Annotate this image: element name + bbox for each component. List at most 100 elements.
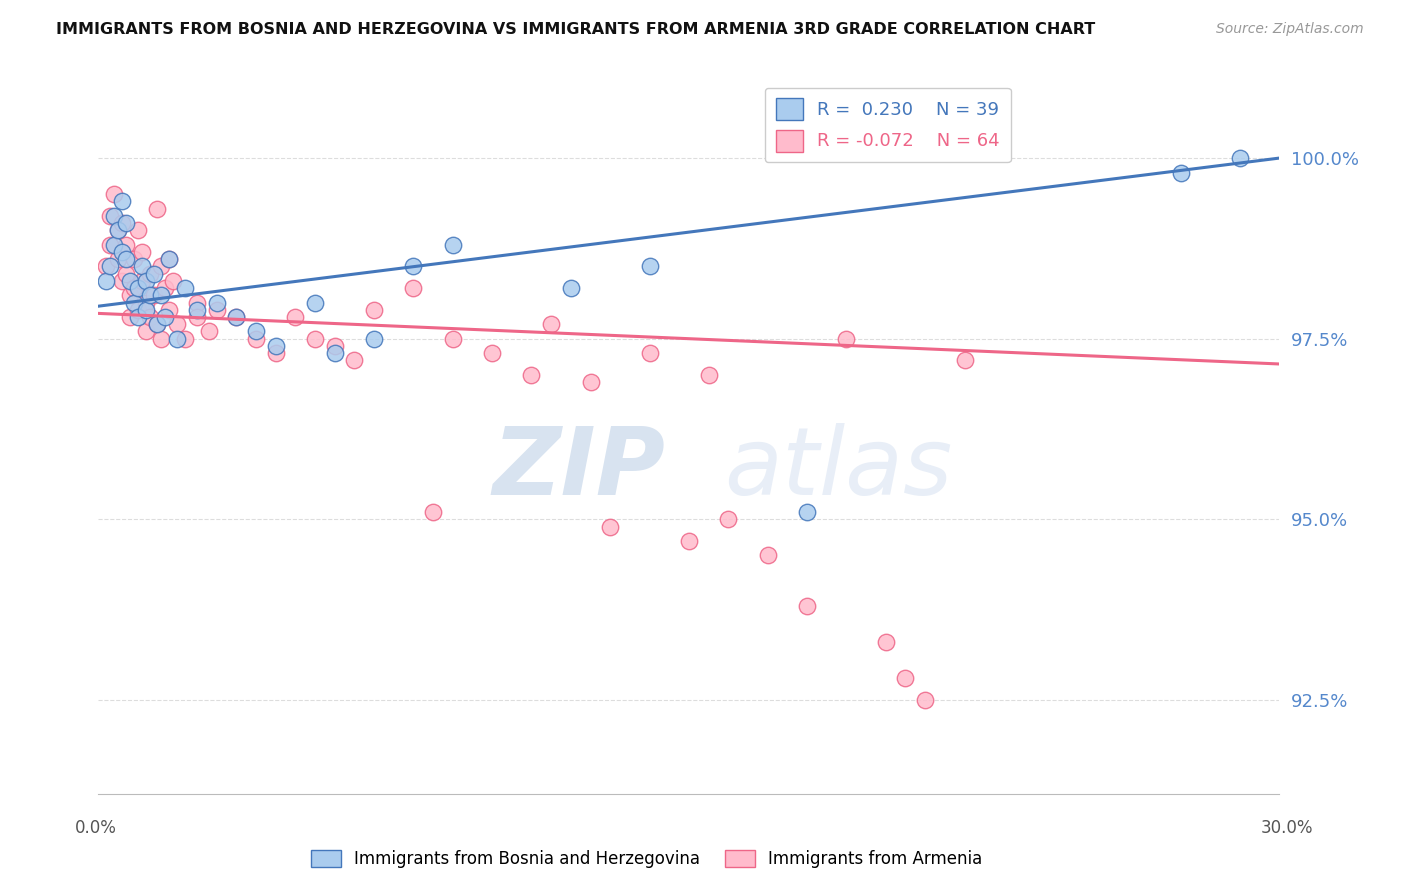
Text: Source: ZipAtlas.com: Source: ZipAtlas.com: [1216, 22, 1364, 37]
Point: [122, 252, 145, 267]
Point: [157, 252, 180, 267]
Point: [363, 302, 385, 317]
Legend: Immigrants from Bosnia and Herzegovina, Immigrants from Armenia: Immigrants from Bosnia and Herzegovina, …: [304, 843, 990, 875]
Point: [205, 302, 228, 317]
Point: [697, 368, 720, 382]
Point: [107, 223, 129, 237]
Point: [186, 295, 208, 310]
Point: [127, 302, 149, 317]
Point: [402, 260, 425, 274]
Point: [150, 288, 173, 302]
Point: [127, 223, 149, 237]
Point: [638, 260, 661, 274]
Point: [225, 310, 247, 324]
Point: [540, 318, 562, 332]
Point: [146, 318, 169, 332]
Point: [343, 353, 366, 368]
Point: [875, 635, 897, 649]
Point: [138, 288, 160, 302]
Point: [122, 281, 145, 295]
Point: [98, 237, 121, 252]
Point: [111, 194, 134, 209]
Point: [115, 252, 138, 267]
Point: [284, 310, 307, 324]
Point: [98, 209, 121, 223]
Point: [157, 302, 180, 317]
Point: [323, 339, 346, 353]
Point: [142, 288, 165, 302]
Point: [138, 267, 160, 281]
Point: [111, 245, 134, 260]
Point: [96, 260, 118, 274]
Point: [111, 274, 134, 288]
Point: [205, 295, 228, 310]
Point: [107, 223, 129, 237]
Point: [304, 332, 326, 346]
Point: [441, 237, 464, 252]
Point: [835, 332, 858, 346]
Point: [225, 310, 247, 324]
Point: [150, 332, 173, 346]
Text: ZIP: ZIP: [492, 423, 665, 515]
Point: [264, 346, 287, 360]
Point: [131, 274, 153, 288]
Point: [197, 325, 219, 339]
Point: [103, 209, 125, 223]
Legend: R =  0.230    N = 39, R = -0.072    N = 64: R = 0.230 N = 39, R = -0.072 N = 64: [765, 87, 1011, 162]
Point: [953, 353, 976, 368]
Point: [186, 302, 208, 317]
Text: 0.0%: 0.0%: [75, 819, 117, 837]
Point: [481, 346, 503, 360]
Point: [115, 237, 138, 252]
Point: [174, 332, 197, 346]
Point: [245, 332, 267, 346]
Point: [520, 368, 543, 382]
Point: [796, 505, 818, 519]
Point: [103, 187, 125, 202]
Point: [678, 534, 700, 549]
Point: [894, 671, 917, 685]
Point: [127, 281, 149, 295]
Point: [115, 216, 138, 230]
Text: IMMIGRANTS FROM BOSNIA AND HERZEGOVINA VS IMMIGRANTS FROM ARMENIA 3RD GRADE CORR: IMMIGRANTS FROM BOSNIA AND HERZEGOVINA V…: [56, 22, 1095, 37]
Point: [323, 346, 346, 360]
Point: [127, 310, 149, 324]
Text: 30.0%: 30.0%: [1260, 819, 1313, 837]
Point: [142, 267, 165, 281]
Point: [186, 310, 208, 324]
Point: [796, 599, 818, 613]
Point: [135, 302, 157, 317]
Point: [914, 693, 936, 707]
Point: [599, 519, 621, 533]
Point: [717, 512, 740, 526]
Point: [96, 274, 118, 288]
Point: [107, 252, 129, 267]
Point: [118, 274, 141, 288]
Point: [155, 281, 177, 295]
Point: [146, 202, 169, 216]
Point: [402, 281, 425, 295]
Point: [135, 274, 157, 288]
Point: [1229, 151, 1251, 165]
Point: [560, 281, 582, 295]
Point: [422, 505, 444, 519]
Point: [131, 245, 153, 260]
Point: [118, 288, 141, 302]
Point: [115, 267, 138, 281]
Text: atlas: atlas: [724, 423, 953, 515]
Point: [157, 252, 180, 267]
Point: [150, 260, 173, 274]
Point: [638, 346, 661, 360]
Point: [245, 325, 267, 339]
Point: [135, 295, 157, 310]
Point: [138, 310, 160, 324]
Point: [103, 237, 125, 252]
Point: [264, 339, 287, 353]
Point: [111, 216, 134, 230]
Point: [756, 549, 779, 563]
Point: [363, 332, 385, 346]
Point: [98, 260, 121, 274]
Point: [122, 295, 145, 310]
Point: [146, 318, 169, 332]
Point: [118, 310, 141, 324]
